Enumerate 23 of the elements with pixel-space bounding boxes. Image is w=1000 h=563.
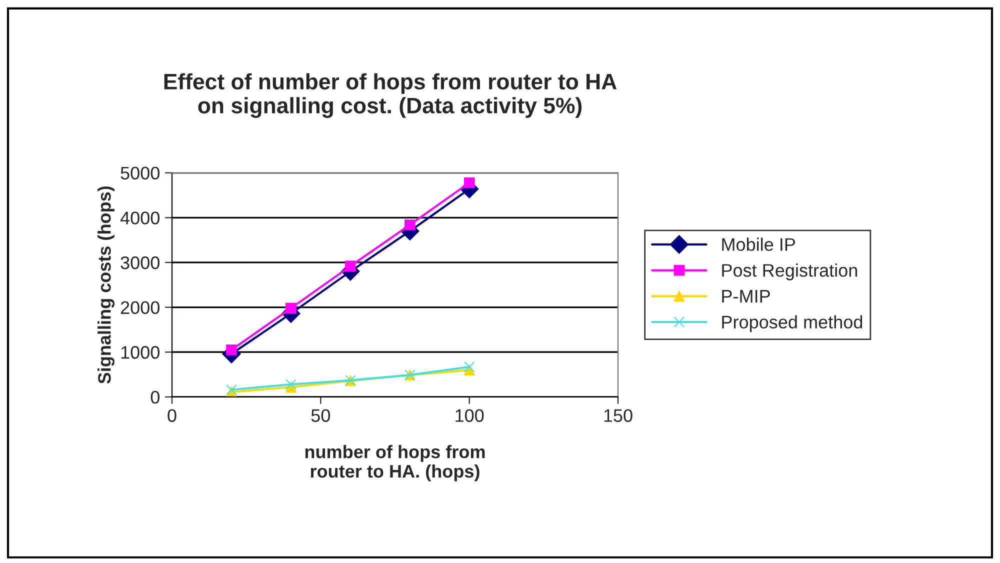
x-tick-label: 150 [604,409,632,422]
x-tick-label: 100 [456,409,484,422]
y-tick-label: 5000 [120,166,160,180]
point [345,260,356,272]
y-tick-label: 0 [150,390,160,404]
y-tick-label: 1000 [121,346,160,359]
point [464,177,475,188]
legend-label: P-MIP [722,290,770,302]
x-tick-label: 0 [168,409,176,422]
chart-title: Effect of number of hops from router to HA on signalling cost. (Data activity 5%) [164,73,617,118]
y-axis-title: Signalling costs (hops) [98,186,114,384]
y-tick-label: 2000 [120,301,160,314]
legend-label: Proposed method [722,315,862,332]
y-tick-label: 4000 [120,212,160,224]
point [404,219,416,230]
legend-label: Post Registration [722,264,858,280]
x-axis-title: number of hops from router to HA. (hops) [305,444,485,482]
y-tick-label: 3000 [120,256,160,270]
point [464,362,475,372]
point [286,378,296,390]
legend-label: Mobile IP [722,238,796,251]
point [286,302,296,314]
x-tick-label: 50 [311,409,330,422]
